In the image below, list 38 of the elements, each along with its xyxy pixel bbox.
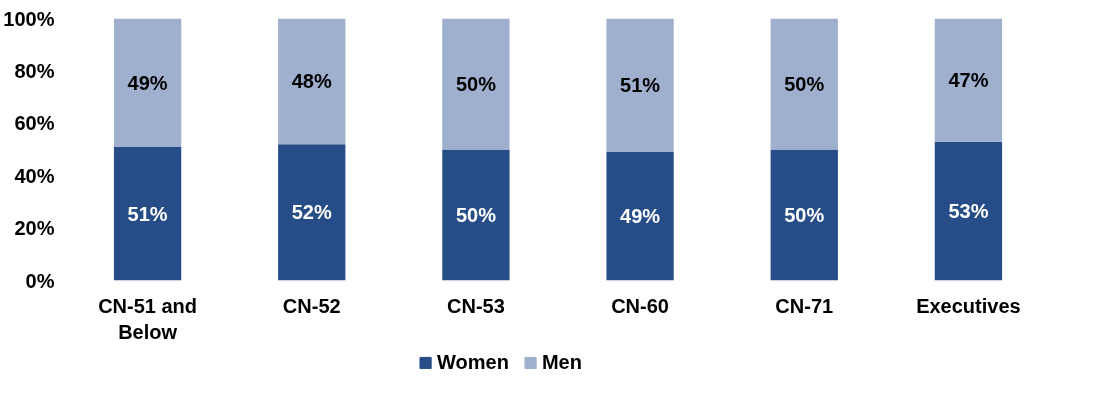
bar xyxy=(606,152,674,281)
y-tick-label: 80% xyxy=(14,59,55,82)
data-label: 49% xyxy=(620,205,661,228)
bar xyxy=(934,141,1003,281)
x-tick-label: CN-52 xyxy=(282,294,341,317)
legend-label: Men xyxy=(541,350,582,374)
data-label: 50% xyxy=(784,204,825,226)
y-tick-label: 20% xyxy=(14,217,55,240)
bar xyxy=(606,18,674,153)
bar xyxy=(770,149,838,281)
data-label: 50% xyxy=(455,73,497,95)
x-tick-label: CN-53 xyxy=(447,294,505,317)
bar xyxy=(278,18,346,145)
data-label: 53% xyxy=(948,200,989,223)
data-label: 52% xyxy=(291,201,332,224)
y-tick-label: 60% xyxy=(14,112,55,135)
x-tick-label: CN-51 and Below xyxy=(98,294,198,343)
data-label: 49% xyxy=(127,71,168,94)
data-label: 48% xyxy=(291,70,332,93)
bar xyxy=(770,18,838,150)
bar xyxy=(442,149,510,281)
bar xyxy=(934,18,1003,142)
x-tick-label: CN-71 xyxy=(775,294,834,317)
bar xyxy=(442,18,510,150)
x-tick-label: CN-60 xyxy=(611,294,669,317)
data-label: 50% xyxy=(784,73,825,95)
data-label: 51% xyxy=(127,202,168,225)
bar xyxy=(113,18,182,147)
y-tick-label: 100% xyxy=(3,7,55,30)
data-label: 50% xyxy=(455,204,497,226)
y-tick-label: 40% xyxy=(14,164,55,187)
data-label: 47% xyxy=(948,69,989,92)
bar xyxy=(278,144,346,281)
data-label: 51% xyxy=(620,74,661,97)
x-tick-label: Executives xyxy=(916,294,1021,317)
y-tick-label: 0% xyxy=(25,269,55,292)
bar xyxy=(113,146,182,281)
legend-label: Women xyxy=(437,350,509,374)
